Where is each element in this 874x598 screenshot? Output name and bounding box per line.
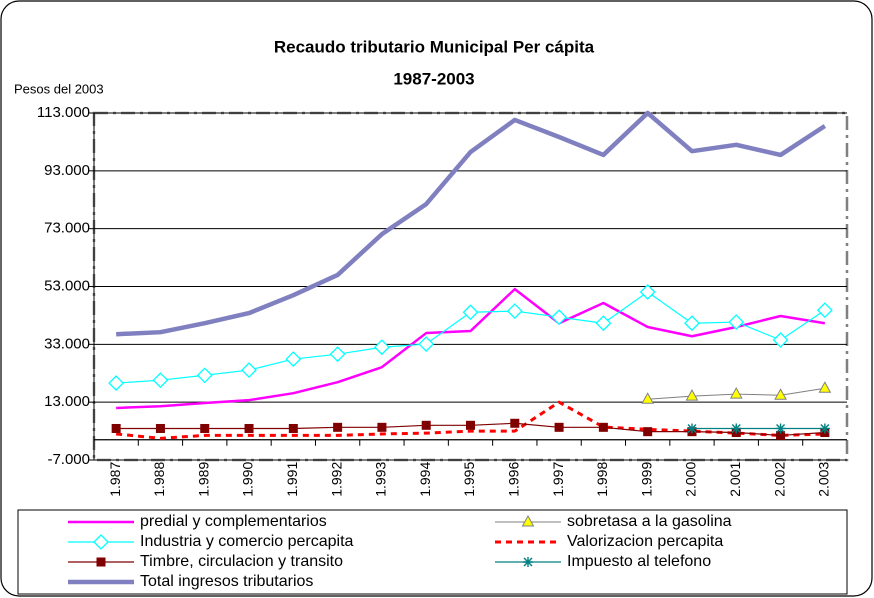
point bbox=[200, 423, 210, 433]
y-tick-label: 73.000 bbox=[44, 220, 90, 237]
point bbox=[686, 423, 697, 434]
point bbox=[466, 420, 475, 430]
x-tick-label: 1.992 bbox=[328, 462, 344, 497]
point bbox=[816, 302, 833, 319]
point bbox=[728, 314, 745, 330]
legend-marker bbox=[523, 557, 533, 567]
point bbox=[598, 422, 608, 432]
point bbox=[111, 423, 121, 433]
series-line bbox=[116, 287, 826, 410]
point bbox=[329, 346, 346, 363]
x-tick-label: 2.000 bbox=[683, 462, 699, 497]
x-tick-label: 1.993 bbox=[373, 462, 389, 497]
y-tick-label: 13.000 bbox=[44, 393, 90, 410]
x-tick-label: 1.997 bbox=[550, 462, 566, 497]
x-tick-label: 1.988 bbox=[151, 462, 167, 497]
legend bbox=[17, 509, 848, 595]
point bbox=[288, 423, 298, 433]
x-tick-label: 1.994 bbox=[417, 462, 433, 497]
point bbox=[643, 427, 653, 437]
point bbox=[155, 423, 165, 433]
point bbox=[639, 284, 656, 300]
point bbox=[775, 423, 786, 434]
x-tick-label: 1.990 bbox=[240, 462, 256, 497]
y-axis-label: Pesos del 2003 bbox=[14, 81, 104, 96]
x-tick-label: 1.987 bbox=[107, 462, 123, 497]
legend-label: sobretasa a la gasolina bbox=[567, 513, 732, 530]
point bbox=[684, 315, 700, 332]
point bbox=[244, 423, 254, 433]
x-tick-label: 1.999 bbox=[638, 462, 654, 497]
legend-marker bbox=[521, 514, 535, 527]
series-line bbox=[116, 110, 827, 337]
y-tick-label: 93.000 bbox=[44, 162, 90, 179]
y-tick-label: -7.000 bbox=[47, 451, 90, 468]
legend-label: Valorizacion percapita bbox=[567, 533, 723, 550]
point bbox=[377, 422, 387, 432]
y-tick-label: 53.000 bbox=[44, 277, 90, 294]
point bbox=[551, 309, 568, 326]
x-tick-label: 1.991 bbox=[284, 462, 300, 497]
x-tick-label: 1.996 bbox=[505, 462, 521, 497]
point bbox=[421, 420, 431, 430]
x-tick-label: 1.998 bbox=[594, 462, 610, 497]
point bbox=[373, 339, 390, 356]
y-tick-label: 113.000 bbox=[37, 104, 90, 121]
legend-marker bbox=[96, 557, 106, 567]
point bbox=[818, 381, 832, 393]
legend-label: predial y complementarios bbox=[140, 513, 327, 530]
point bbox=[641, 392, 655, 404]
legend-label: Impuesto al telefono bbox=[567, 553, 711, 570]
legend-label: Timbre, circulacion y transito bbox=[140, 553, 343, 570]
point bbox=[819, 423, 830, 434]
point bbox=[595, 315, 612, 332]
point bbox=[685, 389, 699, 401]
x-tick-label: 2.003 bbox=[816, 462, 832, 497]
legend-marker bbox=[93, 534, 109, 550]
point bbox=[462, 304, 479, 321]
point bbox=[196, 367, 213, 384]
point bbox=[418, 336, 435, 352]
point bbox=[285, 351, 302, 368]
chart-title: Recaudo tributario Municipal Per cápita bbox=[274, 37, 595, 56]
x-tick-label: 1.989 bbox=[195, 462, 211, 497]
x-tick-label: 1.995 bbox=[461, 462, 477, 497]
point bbox=[774, 388, 787, 400]
chart-subtitle: 1987-2003 bbox=[393, 69, 474, 88]
point bbox=[729, 387, 743, 399]
x-tick-label: 2.001 bbox=[727, 462, 743, 497]
x-tick-label: 2.002 bbox=[771, 462, 787, 497]
legend-label: Industria y comercio percapita bbox=[140, 533, 354, 550]
point bbox=[510, 418, 520, 428]
y-tick-label: 33.000 bbox=[44, 335, 90, 352]
point bbox=[554, 422, 564, 432]
point bbox=[108, 375, 125, 392]
point bbox=[152, 372, 169, 389]
point bbox=[506, 303, 523, 319]
point bbox=[333, 422, 343, 432]
point bbox=[241, 362, 257, 378]
legend-label: Total ingresos tributarios bbox=[140, 573, 313, 590]
point bbox=[731, 423, 742, 434]
point bbox=[772, 332, 789, 348]
